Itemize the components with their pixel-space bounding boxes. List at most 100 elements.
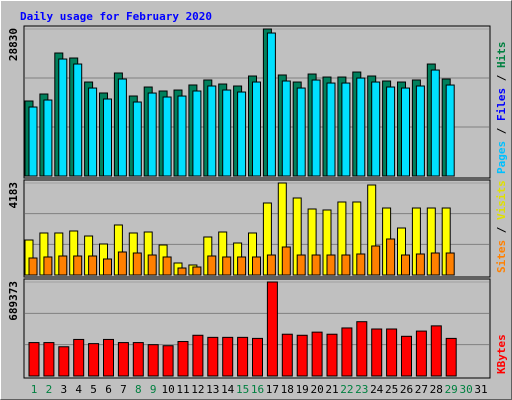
bar bbox=[222, 256, 232, 276]
bar bbox=[28, 106, 38, 177]
x-tick-label: 15 bbox=[236, 383, 249, 396]
x-tick-label: 29 bbox=[445, 383, 458, 396]
bar bbox=[266, 32, 276, 177]
bar bbox=[356, 321, 368, 377]
x-tick-label: 11 bbox=[176, 383, 189, 396]
bar bbox=[222, 336, 234, 377]
bar bbox=[177, 95, 187, 177]
bar bbox=[341, 82, 351, 177]
bar bbox=[132, 252, 142, 276]
x-tick-label: 24 bbox=[370, 383, 384, 396]
y-axis-label: Pages / Files / Hits bbox=[495, 42, 508, 175]
bar bbox=[281, 246, 291, 276]
bar bbox=[266, 281, 278, 377]
bar bbox=[401, 254, 410, 276]
bar bbox=[162, 256, 172, 276]
bar bbox=[296, 334, 308, 377]
bar bbox=[73, 255, 83, 276]
bar bbox=[252, 337, 263, 377]
bar bbox=[252, 256, 261, 276]
bar bbox=[207, 336, 219, 377]
x-tick-label: 19 bbox=[296, 383, 309, 396]
bar bbox=[73, 63, 83, 177]
bar bbox=[341, 327, 353, 377]
bar bbox=[43, 342, 55, 377]
bar bbox=[237, 336, 249, 377]
y-axis-label: Sites / Visits bbox=[495, 180, 508, 273]
bar bbox=[132, 101, 142, 177]
bar bbox=[132, 342, 144, 377]
bar bbox=[430, 325, 442, 377]
bar bbox=[445, 252, 455, 276]
x-tick-label: 28 bbox=[430, 383, 443, 396]
bar bbox=[386, 238, 396, 276]
bar bbox=[162, 96, 172, 177]
label-part: KBytes bbox=[495, 334, 508, 374]
x-tick-label: 3 bbox=[60, 383, 67, 396]
x-tick-label: 22 bbox=[340, 383, 353, 396]
bar bbox=[386, 86, 396, 177]
bar bbox=[266, 254, 276, 276]
bar bbox=[326, 254, 336, 276]
x-tick-label: 30 bbox=[459, 383, 472, 396]
x-tick-label: 21 bbox=[325, 383, 338, 396]
x-tick-label: 14 bbox=[221, 383, 235, 396]
x-tick-label: 12 bbox=[191, 383, 204, 396]
y-max-label: 689373 bbox=[7, 281, 20, 321]
x-tick-label: 9 bbox=[150, 383, 157, 396]
x-tick-label: 1 bbox=[31, 383, 38, 396]
bar bbox=[207, 255, 217, 276]
bar bbox=[341, 254, 351, 276]
bar bbox=[222, 89, 232, 177]
bar bbox=[103, 338, 114, 377]
bar bbox=[117, 251, 127, 276]
bar bbox=[445, 84, 455, 177]
bar bbox=[58, 58, 68, 177]
label-part: Files bbox=[495, 88, 508, 121]
x-tick-label: 17 bbox=[266, 383, 279, 396]
y-axis-label: KBytes bbox=[495, 334, 508, 374]
bar bbox=[162, 345, 174, 377]
bar bbox=[28, 257, 38, 276]
label-part: Sites bbox=[495, 240, 508, 273]
bar bbox=[281, 333, 293, 377]
bar bbox=[192, 334, 204, 377]
y-max-label: 4183 bbox=[7, 182, 20, 209]
bar bbox=[147, 254, 157, 276]
x-tick-label: 5 bbox=[90, 383, 97, 396]
bar bbox=[401, 87, 410, 177]
bar bbox=[430, 69, 440, 177]
label-separator: / bbox=[495, 220, 508, 240]
bar bbox=[117, 78, 127, 177]
x-tick-label: 10 bbox=[161, 383, 174, 396]
bar bbox=[43, 256, 53, 276]
x-tick-label: 20 bbox=[310, 383, 323, 396]
x-tick-label: 2 bbox=[46, 383, 53, 396]
bar bbox=[43, 99, 53, 177]
bar bbox=[237, 91, 247, 177]
bar bbox=[73, 338, 85, 377]
label-part: Visits bbox=[495, 180, 508, 220]
bar bbox=[386, 328, 398, 377]
bar bbox=[103, 258, 112, 276]
x-tick-label: 26 bbox=[400, 383, 413, 396]
bar bbox=[356, 253, 366, 276]
bar bbox=[445, 337, 457, 377]
y-max-label: 28830 bbox=[7, 28, 20, 61]
bar bbox=[356, 77, 366, 177]
bar bbox=[415, 253, 425, 276]
bar bbox=[28, 342, 40, 377]
x-tick-label: 4 bbox=[75, 383, 82, 396]
bar bbox=[58, 346, 70, 377]
bar bbox=[326, 333, 338, 377]
bar bbox=[401, 335, 412, 377]
bar bbox=[177, 267, 187, 276]
bar bbox=[311, 331, 323, 377]
bar bbox=[371, 328, 383, 377]
x-tick-label: 16 bbox=[251, 383, 264, 396]
bar bbox=[281, 80, 291, 177]
bar bbox=[296, 87, 306, 177]
chart-title: Daily usage for February 2020 bbox=[20, 10, 212, 23]
bar bbox=[430, 252, 440, 276]
